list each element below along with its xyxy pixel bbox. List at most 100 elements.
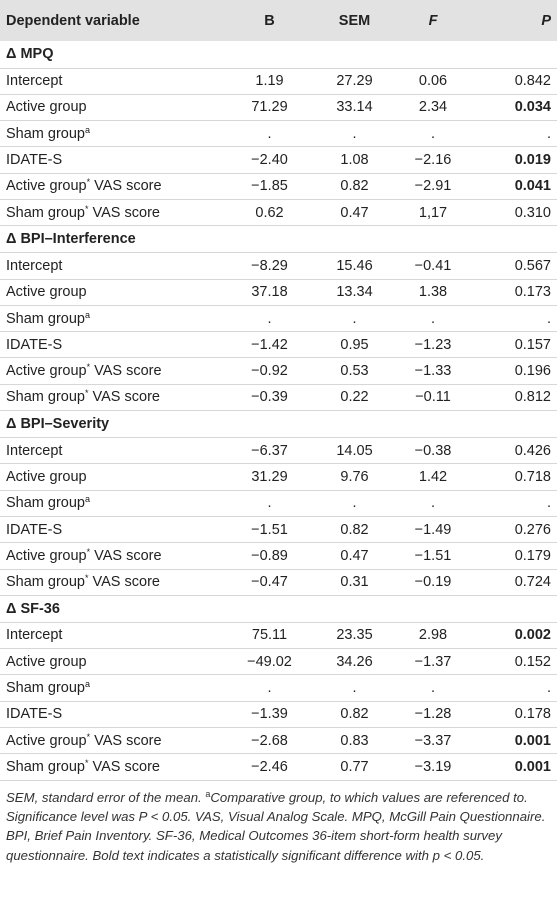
- cell-p: 0.276: [514, 521, 551, 538]
- table-row: IDATE-S −2.40 1.08 −2.16 0.019: [0, 147, 557, 174]
- row-label-superscript: a: [85, 494, 91, 505]
- row-label: Active group: [0, 649, 227, 675]
- cell-p: 0.002: [514, 627, 551, 644]
- table-row: Sham groupa....: [0, 675, 557, 702]
- table-row: Intercept 1.19 27.29 0.06 0.842: [0, 68, 557, 95]
- row-label: Active group* VAS score: [0, 358, 227, 384]
- row-label-text: Active group: [6, 99, 87, 116]
- section-title: Δ MPQ: [6, 46, 54, 63]
- cell-p: 0.034: [514, 99, 551, 116]
- cell-f: −1.37: [414, 653, 452, 670]
- table-footnote: SEM, standard error of the mean. aCompar…: [0, 781, 557, 865]
- cell-f: −0.38: [414, 442, 452, 459]
- cell-f: 0.06: [418, 73, 448, 90]
- row-label-text: Intercept: [6, 442, 63, 459]
- row-label: IDATE-S: [0, 332, 227, 358]
- cell-b: −49.02: [247, 653, 292, 670]
- table-row: Active group 31.29 9.76 1.42 0.718: [0, 464, 557, 491]
- cell-p: 0.019: [514, 152, 551, 169]
- section-title: Δ SF-36: [6, 600, 60, 617]
- row-label-superscript: *: [86, 546, 91, 557]
- row-label-text: Sham group: [6, 125, 85, 142]
- cell-b: −8.29: [251, 257, 288, 274]
- row-label-text: Active group: [6, 653, 87, 670]
- row-label: Active group* VAS score: [0, 728, 227, 754]
- cell-p: 0.718: [514, 469, 551, 485]
- footnote-part1: SEM, standard error of the mean.: [6, 789, 206, 805]
- cell-b: −1.42: [251, 336, 288, 353]
- row-label: Active group* VAS score: [0, 173, 227, 199]
- row-label-text: Sham group: [6, 310, 85, 327]
- cell-p: .: [546, 680, 551, 697]
- cell-f: −2.91: [414, 178, 452, 195]
- row-label: Intercept: [0, 622, 227, 648]
- row-label-suffix: VAS score: [90, 178, 162, 195]
- row-label-suffix: VAS score: [88, 574, 160, 591]
- cell-f: .: [430, 310, 436, 327]
- section-header-row: Δ BPI–Interference: [0, 226, 557, 253]
- cell-p: 0.567: [514, 257, 551, 274]
- cell-sem: 0.82: [340, 521, 369, 538]
- row-label-text: Active group: [6, 363, 87, 380]
- cell-f: −0.11: [415, 389, 451, 406]
- row-label: Sham group* VAS score: [0, 569, 227, 595]
- cell-p: 0.001: [514, 732, 551, 749]
- cell-f: 2.34: [418, 99, 448, 116]
- footnote-superscript: a: [205, 788, 211, 799]
- row-label: Sham groupa: [0, 305, 227, 331]
- cell-p: .: [546, 495, 551, 512]
- cell-sem: 0.82: [340, 178, 369, 195]
- row-label-suffix: VAS score: [90, 547, 162, 564]
- regression-table: Dependent variable B SEM F P Δ MPQ Interc…: [0, 0, 557, 781]
- cell-f: −3.19: [414, 758, 452, 775]
- cell-b: 1.19: [255, 73, 284, 90]
- row-label-text: Active group: [6, 732, 87, 749]
- cell-sem: 27.29: [336, 73, 373, 90]
- cell-b: −1.51: [251, 521, 288, 538]
- row-label: Active group: [0, 94, 227, 120]
- row-label-superscript: *: [86, 731, 91, 742]
- cell-sem: 0.31: [340, 574, 369, 591]
- cell-p: 0.001: [514, 758, 551, 775]
- row-label: Sham group* VAS score: [0, 754, 227, 780]
- row-label: IDATE-S: [0, 147, 227, 173]
- cell-f: 2.98: [418, 627, 448, 644]
- cell-sem: .: [352, 680, 357, 697]
- section-header-row: Δ SF-36: [0, 595, 557, 623]
- row-label-suffix: VAS score: [88, 758, 160, 775]
- cell-f: −1.49: [414, 521, 452, 538]
- cell-f: −0.41: [414, 257, 452, 274]
- cell-sem: 15.46: [336, 257, 373, 274]
- table-row: Intercept −6.37 14.05 −0.38 0.426: [0, 437, 557, 464]
- row-label-suffix: VAS score: [90, 732, 162, 749]
- cell-b: −1.85: [251, 178, 288, 195]
- header-sem: SEM: [338, 12, 371, 29]
- row-label-superscript: *: [85, 388, 89, 399]
- table-row: Intercept 75.11 23.35 2.98 0.002: [0, 622, 557, 649]
- row-label: IDATE-S: [0, 516, 227, 542]
- cell-f: −1.33: [414, 363, 452, 380]
- cell-sem: 0.77: [340, 758, 369, 775]
- cell-b: 75.11: [251, 627, 288, 644]
- footnote-part2: Comparative group, to which values are r…: [6, 789, 546, 863]
- table-header: Dependent variable B SEM F P: [0, 0, 557, 41]
- cell-f: 1.42: [418, 469, 448, 485]
- table-row: Sham group* VAS score −0.39 0.22 −0.11 0.812: [0, 384, 557, 411]
- cell-p: 0.196: [514, 363, 551, 380]
- cell-sem: 14.05: [336, 442, 373, 459]
- row-label: Sham group* VAS score: [0, 199, 227, 225]
- row-label-superscript: a: [85, 124, 91, 135]
- cell-b: 31.29: [251, 469, 288, 485]
- cell-f: .: [430, 125, 436, 142]
- cell-p: 0.157: [514, 336, 551, 353]
- cell-b: 71.29: [251, 99, 288, 116]
- cell-f: 1,17: [418, 204, 448, 221]
- row-label-superscript: *: [85, 203, 89, 214]
- cell-sem: 0.47: [340, 547, 369, 564]
- row-label: Intercept: [0, 253, 227, 279]
- row-label-text: Active group: [6, 469, 87, 485]
- row-label-superscript: a: [85, 309, 91, 320]
- cell-sem: 9.76: [340, 469, 369, 485]
- row-label: Sham group* VAS score: [0, 384, 227, 410]
- cell-p: 0.842: [514, 73, 551, 90]
